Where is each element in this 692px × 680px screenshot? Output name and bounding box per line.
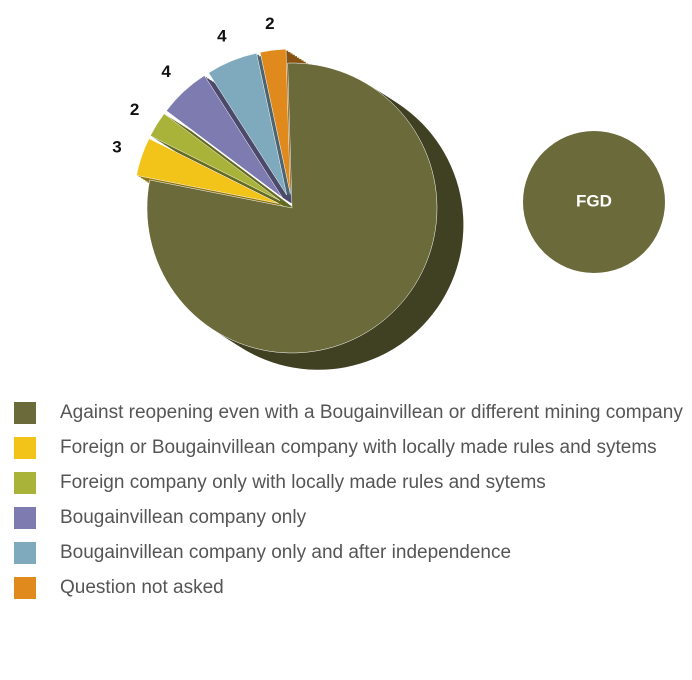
legend-swatch — [14, 402, 36, 424]
data-label: 4 — [217, 26, 227, 45]
legend-label: Against reopening even with a Bougainvil… — [60, 402, 683, 423]
legend-item: Question not asked — [14, 575, 686, 600]
legend-swatch — [14, 472, 36, 494]
legend-label: Bougainvillean company only — [60, 507, 307, 528]
legend-label: Bougainvillean company only and after in… — [60, 542, 512, 563]
legend: Against reopening even with a Bougainvil… — [14, 400, 686, 610]
legend-label: Foreign or Bougainvillean company with l… — [60, 437, 657, 458]
slice — [208, 52, 287, 196]
legend-label: Foreign company only with locally made r… — [60, 472, 546, 493]
legend-item: Against reopening even with a Bougainvil… — [14, 400, 686, 425]
slice — [166, 75, 283, 198]
legend-swatch — [14, 507, 36, 529]
legend-swatch — [14, 437, 36, 459]
chart-title: FGD — [576, 191, 612, 210]
data-label: 4 — [161, 62, 171, 81]
legend-item: Bougainvillean company only — [14, 505, 686, 530]
legend-swatch — [14, 542, 36, 564]
data-label: 3 — [112, 138, 121, 157]
badge — [523, 131, 665, 273]
data-label: 2 — [265, 14, 274, 33]
slice — [259, 48, 291, 195]
slice — [150, 113, 281, 201]
legend-item: Bougainvillean company only and after in… — [14, 540, 686, 565]
slice — [146, 62, 438, 354]
legend-swatch — [14, 577, 36, 599]
slice — [136, 138, 279, 204]
data-label: 2 — [130, 100, 139, 119]
legend-item: Foreign company only with locally made r… — [14, 470, 686, 495]
legend-item: Foreign or Bougainvillean company with l… — [14, 435, 686, 460]
legend-label: Question not asked — [60, 577, 224, 598]
